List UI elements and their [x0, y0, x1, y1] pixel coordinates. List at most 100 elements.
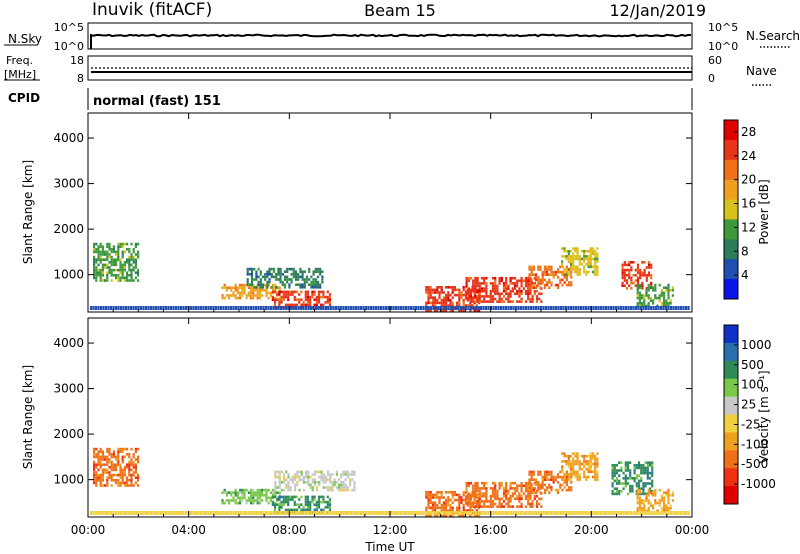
echo-cell [250, 291, 253, 295]
echo-cell [101, 473, 104, 477]
echo-cell [494, 481, 497, 485]
echo-cell [561, 488, 564, 492]
echo-cell [502, 505, 506, 508]
echo-cell [264, 278, 267, 281]
echo-cell [467, 509, 470, 512]
echo-cell [236, 289, 239, 292]
echo-cell [108, 245, 111, 248]
echo-cell [289, 508, 292, 512]
ground-scatter-cell [610, 306, 613, 310]
echo-cell [115, 253, 118, 256]
echo-cell [528, 268, 531, 271]
echo-cell [623, 284, 626, 287]
echo-cell [295, 503, 299, 506]
ground-scatter-cell [472, 511, 475, 515]
echo-cell [99, 276, 102, 280]
echo-cell [299, 267, 302, 271]
echo-cell [272, 267, 276, 271]
echo-cell [478, 284, 481, 288]
echo-cell [110, 466, 113, 469]
echo-cell [458, 514, 461, 517]
echo-cell [568, 281, 571, 284]
echo-cell [280, 488, 283, 492]
echo-cell [321, 278, 324, 281]
echo-cell [319, 270, 322, 273]
echo-cell [115, 261, 118, 264]
ground-scatter-cell [420, 306, 423, 310]
echo-cell [320, 473, 323, 476]
echo-cell [126, 479, 129, 482]
echo-cell [434, 509, 437, 512]
echo-cell [594, 475, 597, 479]
echo-cell [95, 453, 98, 456]
echo-cell [250, 280, 254, 284]
echo-cell [574, 454, 577, 458]
echo-cell [97, 263, 100, 267]
echo-cell [250, 267, 254, 271]
echo-cell [567, 270, 570, 274]
echo-cell [429, 514, 432, 517]
echo-cell [270, 286, 273, 289]
echo-cell [311, 473, 314, 476]
echo-cell [539, 473, 542, 476]
echo-cell [469, 297, 473, 301]
echo-cell [663, 491, 666, 494]
ground-scatter-cell [497, 306, 500, 310]
echo-cell [626, 469, 630, 472]
ground-scatter-cell [355, 511, 358, 515]
echo-cell [667, 499, 670, 502]
ground-scatter-cell [592, 511, 595, 515]
echo-cell [289, 488, 292, 492]
echo-cell [270, 275, 273, 279]
ground-scatter-cell [237, 306, 240, 310]
ground-scatter-cell [307, 511, 310, 515]
echo-cell [106, 458, 109, 461]
echo-cell [496, 284, 499, 288]
echo-cell [101, 258, 104, 261]
echo-cell [532, 488, 535, 492]
echo-cell [535, 481, 538, 484]
echo-cell [589, 257, 592, 261]
echo-cell [509, 497, 512, 501]
ground-scatter-cell [560, 306, 563, 310]
echo-cell [225, 286, 228, 289]
echo-cell [480, 494, 484, 498]
echo-cell [532, 473, 535, 476]
echo-cell [117, 473, 120, 477]
echo-cell [300, 508, 303, 512]
ground-scatter-cell [397, 511, 400, 515]
echo-cell [93, 463, 96, 466]
echo-cell [328, 298, 332, 301]
echo-cell [300, 290, 303, 294]
echo-cell [507, 295, 510, 298]
y-tick-label: 3000 [53, 177, 84, 191]
echo-cell [518, 494, 521, 498]
echo-cell [654, 499, 657, 502]
echo-cell [106, 471, 109, 474]
echo-cell [117, 279, 120, 282]
echo-cell [434, 501, 437, 504]
echo-cell [460, 498, 463, 502]
echo-cell [252, 289, 255, 292]
echo-cell [651, 484, 654, 488]
echo-cell [576, 462, 579, 466]
echo-cell [649, 501, 652, 505]
echo-cell [518, 505, 521, 508]
echo-cell [663, 296, 666, 300]
echo-cell [256, 496, 259, 500]
echo-cell [322, 290, 325, 294]
echo-cell [624, 466, 627, 470]
echo-cell [483, 484, 486, 488]
echo-cell [621, 284, 624, 287]
echo-cell [540, 300, 543, 303]
echo-cell [563, 475, 566, 479]
freq-label: Freq. [6, 54, 33, 67]
echo-cell [278, 494, 281, 497]
echo-cell [269, 294, 272, 297]
echo-cell [255, 278, 258, 281]
echo-cell [465, 484, 468, 488]
echo-cell [516, 282, 519, 285]
echo-cell [276, 486, 279, 489]
echo-cell [310, 286, 313, 289]
echo-cell [569, 454, 573, 458]
